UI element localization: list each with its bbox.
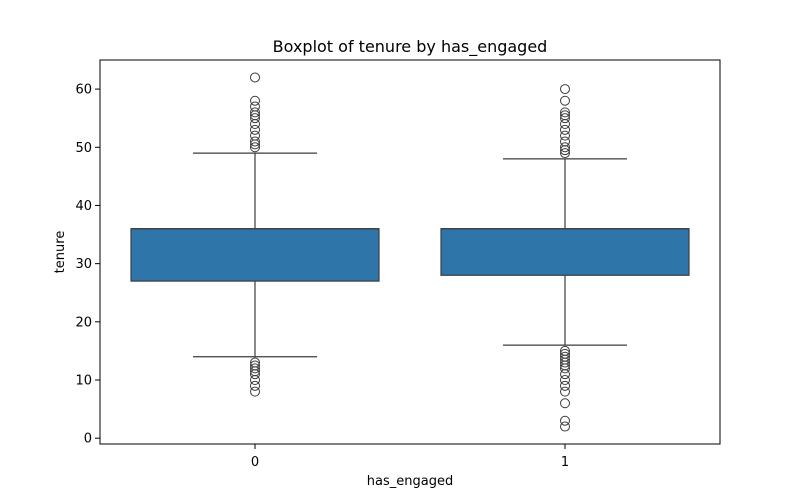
outlier-point xyxy=(560,136,570,147)
y-tick-label: 0 xyxy=(84,432,92,447)
outlier-point xyxy=(560,351,570,362)
outlier-point xyxy=(250,142,260,153)
outlier-point xyxy=(560,107,570,118)
outlier-point xyxy=(560,386,570,397)
box-iqr xyxy=(130,228,380,282)
x-tick-label: 0 xyxy=(251,455,259,470)
outlier-point xyxy=(560,421,570,432)
box-group-1 xyxy=(440,84,690,432)
outlier-point xyxy=(250,357,260,368)
plot-frame xyxy=(99,59,721,445)
outlier-point xyxy=(560,130,570,141)
outlier-point xyxy=(250,386,260,397)
outlier-point xyxy=(560,142,570,153)
outlier-point xyxy=(560,95,570,106)
outlier-point xyxy=(560,380,570,391)
outlier-point xyxy=(250,107,260,118)
chart-title: Boxplot of tenure by has_engaged xyxy=(273,37,548,57)
outlier-point xyxy=(250,124,260,135)
outlier-point xyxy=(560,110,570,121)
outlier-point xyxy=(560,348,570,359)
y-tick-label: 30 xyxy=(75,257,92,272)
outlier-point xyxy=(560,84,570,95)
y-axis: 0 10 20 30 40 50 60 xyxy=(75,83,100,447)
outlier-point xyxy=(560,345,570,356)
y-tick-label: 60 xyxy=(75,83,92,98)
y-axis-label: tenure xyxy=(53,231,68,274)
outlier-point xyxy=(250,101,260,112)
outlier-point xyxy=(250,136,260,147)
y-tick-label: 50 xyxy=(75,141,92,156)
outlier-point xyxy=(250,360,260,371)
outlier-point xyxy=(560,148,570,159)
outlier-point xyxy=(250,72,260,83)
outlier-point xyxy=(560,124,570,135)
outlier-point xyxy=(250,363,260,374)
y-tick-label: 20 xyxy=(75,315,92,330)
outlier-point xyxy=(560,415,570,426)
x-tick-label: 1 xyxy=(561,455,569,470)
outlier-point xyxy=(560,375,570,385)
boxes-group xyxy=(130,72,690,432)
outlier-point xyxy=(250,130,260,141)
box-iqr xyxy=(440,228,690,276)
x-axis-label: has_engaged xyxy=(367,474,453,489)
outlier-point xyxy=(560,113,570,124)
outlier-point xyxy=(560,398,570,409)
box-group-0 xyxy=(130,72,380,397)
outlier-point xyxy=(250,95,260,106)
y-tick-label: 10 xyxy=(75,374,92,389)
outlier-point xyxy=(250,113,260,124)
outlier-point xyxy=(250,380,260,391)
y-tick-label: 40 xyxy=(75,199,92,214)
